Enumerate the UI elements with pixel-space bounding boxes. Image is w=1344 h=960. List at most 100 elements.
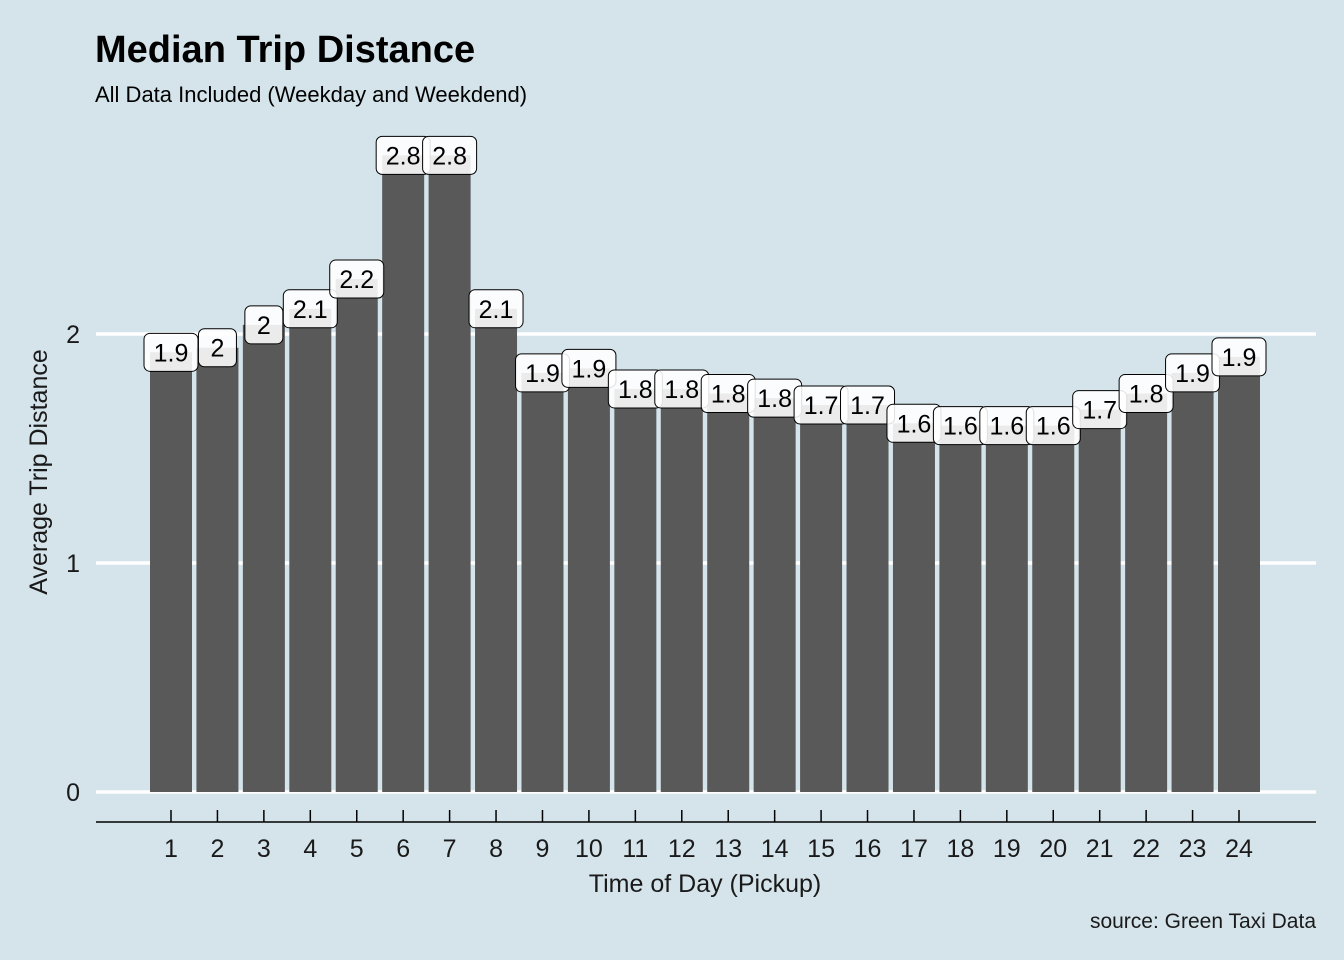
data-label: 2.1 xyxy=(468,289,524,329)
x-tick-label: 20 xyxy=(1039,835,1067,863)
bar xyxy=(614,388,657,792)
bar xyxy=(242,324,285,792)
bar xyxy=(150,352,192,792)
data-label: 1.9 xyxy=(514,353,570,393)
chart-caption: source: Green Taxi Data xyxy=(1090,910,1316,933)
bar xyxy=(196,347,239,792)
bar xyxy=(1032,425,1075,792)
bar xyxy=(1218,356,1260,792)
bar xyxy=(521,372,564,792)
data-label: 1.6 xyxy=(979,406,1035,446)
data-label: 1.7 xyxy=(840,385,896,425)
x-tick-label: 2 xyxy=(210,835,224,863)
x-tick-label: 22 xyxy=(1132,835,1160,863)
data-label-text: 1.8 xyxy=(664,376,699,404)
x-tick-label: 11 xyxy=(622,835,648,863)
bar xyxy=(707,393,750,792)
x-tick-label: 3 xyxy=(257,835,271,863)
data-label-box xyxy=(282,289,338,329)
bar xyxy=(567,368,610,792)
chart-title: Median Trip Distance xyxy=(95,29,475,71)
data-label-text: 1.6 xyxy=(989,413,1024,441)
data-label: 2.8 xyxy=(422,135,478,175)
data-label: 1.7 xyxy=(793,385,849,425)
data-label: 1.9 xyxy=(561,348,617,388)
data-label-text: 1.9 xyxy=(572,355,607,383)
data-label-box xyxy=(561,348,617,388)
data-label-text: 2.2 xyxy=(339,266,374,294)
x-tick-label: 17 xyxy=(900,835,928,863)
data-label-text: 2 xyxy=(257,312,271,340)
x-tick-label: 5 xyxy=(350,835,364,863)
bar xyxy=(335,279,378,792)
data-label: 2.8 xyxy=(375,135,431,175)
bar xyxy=(800,404,843,792)
bar xyxy=(428,155,471,792)
bar xyxy=(939,425,982,792)
x-tick-label: 9 xyxy=(536,835,550,863)
data-label: 1.9 xyxy=(1211,337,1267,377)
bar xyxy=(753,398,796,792)
data-label-text: 2 xyxy=(210,335,224,363)
data-label: 1.8 xyxy=(700,374,756,414)
data-label: 1.6 xyxy=(932,406,988,446)
x-tick-label: 18 xyxy=(946,835,974,863)
data-label-text: 1.7 xyxy=(1082,397,1117,425)
bar xyxy=(660,388,703,792)
data-label-text: 1.6 xyxy=(943,413,978,441)
bar xyxy=(1125,393,1168,792)
x-tick-label: 14 xyxy=(761,835,789,863)
data-label: 1.6 xyxy=(1025,406,1081,446)
data-label-text: 2.1 xyxy=(293,296,328,324)
y-tick-label: 0 xyxy=(66,779,80,807)
data-label-box xyxy=(1211,337,1267,377)
x-tick-label: 12 xyxy=(668,835,696,863)
chart-subtitle: All Data Included (Weekday and Weekdend) xyxy=(95,82,527,107)
x-tick-label: 1 xyxy=(164,835,178,863)
data-label-text: 1.9 xyxy=(154,339,189,367)
data-label-text: 1.8 xyxy=(711,381,746,409)
x-axis: 1 2 3 4 5 6 7 8 9 10 11 12 13 14 15 16 17 18 19 20 21 22 23 24 xyxy=(96,810,1316,863)
data-label-box xyxy=(244,305,284,345)
data-label: 1.8 xyxy=(1118,374,1174,414)
data-label-text: 2.8 xyxy=(432,142,467,170)
data-label-text: 1.8 xyxy=(757,385,792,413)
data-label: 2 xyxy=(197,328,237,368)
bar xyxy=(289,308,332,792)
data-label: 2.2 xyxy=(329,259,385,299)
y-axis-ticks: 0 1 2 xyxy=(66,321,80,807)
x-axis-title: Time of Day (Pickup) xyxy=(589,870,821,898)
data-label-text: 1.9 xyxy=(1222,344,1257,372)
data-label-text: 1.7 xyxy=(850,392,885,420)
data-label-text: 1.9 xyxy=(525,360,560,388)
data-label: 1.7 xyxy=(1072,390,1128,430)
x-tick-label: 13 xyxy=(714,835,742,863)
x-tick-label: 19 xyxy=(993,835,1021,863)
x-tick-label: 15 xyxy=(807,835,835,863)
data-label-box xyxy=(197,328,237,368)
data-label-box xyxy=(422,135,478,175)
bar xyxy=(892,423,935,792)
x-tick-label: 10 xyxy=(575,835,603,863)
data-label-text: 1.8 xyxy=(618,376,653,404)
data-label: 1.8 xyxy=(654,369,710,409)
data-label-box xyxy=(468,289,524,329)
data-label: 1.6 xyxy=(886,403,942,443)
bar xyxy=(475,308,518,792)
x-tick-label: 7 xyxy=(443,835,457,863)
bar xyxy=(1171,372,1214,792)
data-label-text: 2.1 xyxy=(479,296,514,324)
data-label-text: 2.8 xyxy=(386,142,421,170)
data-labels: 1.9 2 2 2.1 2.2 2.8 2.8 2.1 1.9 1.9 1.8 1.8 1.8 1.8 1.… xyxy=(143,135,1267,446)
bar xyxy=(382,155,425,792)
x-tick-label: 23 xyxy=(1179,835,1207,863)
data-label-box xyxy=(1118,374,1174,414)
data-label: 1.9 xyxy=(143,332,199,372)
data-label-box xyxy=(329,259,385,299)
data-label-text: 1.7 xyxy=(804,392,839,420)
x-tick-label: 24 xyxy=(1225,835,1253,863)
x-tick-label: 21 xyxy=(1086,835,1114,863)
x-tick-label: 16 xyxy=(854,835,882,863)
